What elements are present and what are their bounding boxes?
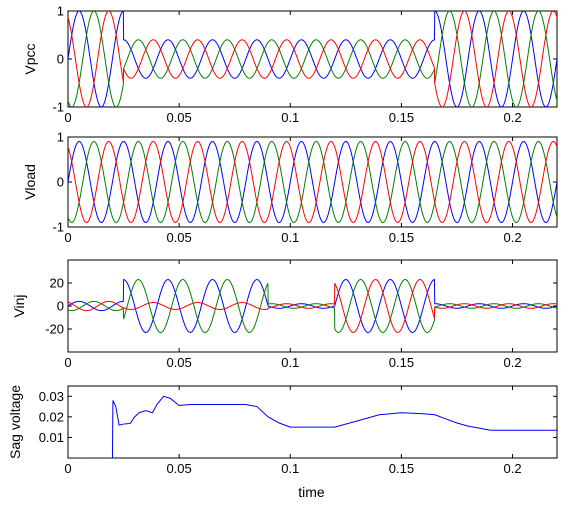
vpcc-y-tick-label: -1 <box>52 100 64 115</box>
vpcc-x-tick-label: 0.1 <box>281 110 299 125</box>
sag-voltage-x-tick-label: 0.05 <box>166 461 191 476</box>
vinj-y-axis-label: Vinj <box>11 294 27 317</box>
vload-series-c-line <box>68 140 557 224</box>
vpcc-x-tick-label: 0.2 <box>504 110 522 125</box>
vpcc-series-a-line <box>68 11 557 107</box>
vload-x-tick-label: 0 <box>64 230 71 245</box>
vload-y-axis-label: Vload <box>22 164 38 200</box>
sag-voltage-x-tick-label: 0.15 <box>389 461 414 476</box>
vinj-panel: 0 0.05 0.1 0.15 0.2 -20 0 20 Vinj <box>11 259 558 370</box>
vinj-x-tick-label: 0.05 <box>166 355 191 370</box>
vinj-x-tick-label: 0.15 <box>389 355 414 370</box>
sag-voltage-y-tick-label: 0.01 <box>39 430 64 445</box>
vpcc-series-b-line <box>68 11 557 107</box>
vload-x-tick-label: 0.2 <box>504 230 522 245</box>
vpcc-ticks: 0 0.05 0.1 0.15 0.2-101 <box>52 4 557 125</box>
vinj-x-tick-label: 0.2 <box>504 355 522 370</box>
vload-y-tick-label: 1 <box>57 130 64 145</box>
vinj-ticks: 0 0.05 0.1 0.15 0.2 -20 0 20 <box>45 260 557 370</box>
vinj-y-tick-label: 20 <box>50 276 64 291</box>
vload-y-tick-label: 0 <box>57 175 64 190</box>
vload-traces <box>68 140 557 224</box>
sag-voltage-x-tick-label: 0.1 <box>281 461 299 476</box>
vload-y-tick-label: -1 <box>52 220 64 235</box>
vload-x-tick-label: 0.05 <box>166 230 191 245</box>
vload-panel: 0 0.05 0.1 0.15 0.2-101 Vload <box>22 130 558 245</box>
vload-series-b-line <box>68 140 557 224</box>
sag-voltage-series-line-line <box>68 395 557 458</box>
vload-x-tick-label: 0.15 <box>389 230 414 245</box>
vinj-traces <box>68 278 557 333</box>
vpcc-x-tick-label: 0 <box>64 110 71 125</box>
sag-voltage-x-tick-label: 0 <box>64 461 71 476</box>
vpcc-x-tick-label: 0.15 <box>389 110 414 125</box>
vinj-x-tick-label: 0 <box>64 355 71 370</box>
sag-voltage-plot-frame <box>67 385 558 459</box>
vpcc-traces <box>68 11 557 107</box>
sag-voltage-x-tick-label: 0.2 <box>504 461 522 476</box>
vinj-y-tick-label: 0 <box>57 299 64 314</box>
sag-voltage-y-axis-label: Sag voltage <box>7 385 23 459</box>
vload-ticks: 0 0.05 0.1 0.15 0.2-101 <box>52 130 557 245</box>
sag-voltage-y-tick-label: 0.02 <box>39 409 64 424</box>
sag-voltage-ticks: 0 0.05 0.1 0.15 0.2 0.01 0.02 0.03 <box>39 386 557 476</box>
vinj-series-a-line <box>68 278 557 333</box>
vload-x-tick-label: 0.1 <box>281 230 299 245</box>
vpcc-x-tick-label: 0.05 <box>166 110 191 125</box>
vpcc-panel: 0 0.05 0.1 0.15 0.2-101 Vpcc <box>22 4 558 125</box>
vpcc-series-c-line <box>68 11 557 107</box>
vpcc-y-tick-label: 0 <box>57 52 64 67</box>
x-axis-label: time <box>298 484 325 500</box>
vinj-series-b-line <box>68 279 557 333</box>
sag-voltage-y-tick-label: 0.03 <box>39 389 64 404</box>
vpcc-y-axis-label: Vpcc <box>22 43 38 74</box>
sag-voltage-traces <box>68 395 557 458</box>
vinj-y-tick-label: -20 <box>45 322 64 337</box>
sag-voltage-panel: 0 0.05 0.1 0.15 0.2 0.01 0.02 0.03 Sag voltage <box>7 385 558 476</box>
vload-series-a-line <box>68 140 557 224</box>
vinj-series-c-line <box>68 279 557 333</box>
vpcc-y-tick-label: 1 <box>57 4 64 19</box>
vinj-x-tick-label: 0.1 <box>281 355 299 370</box>
